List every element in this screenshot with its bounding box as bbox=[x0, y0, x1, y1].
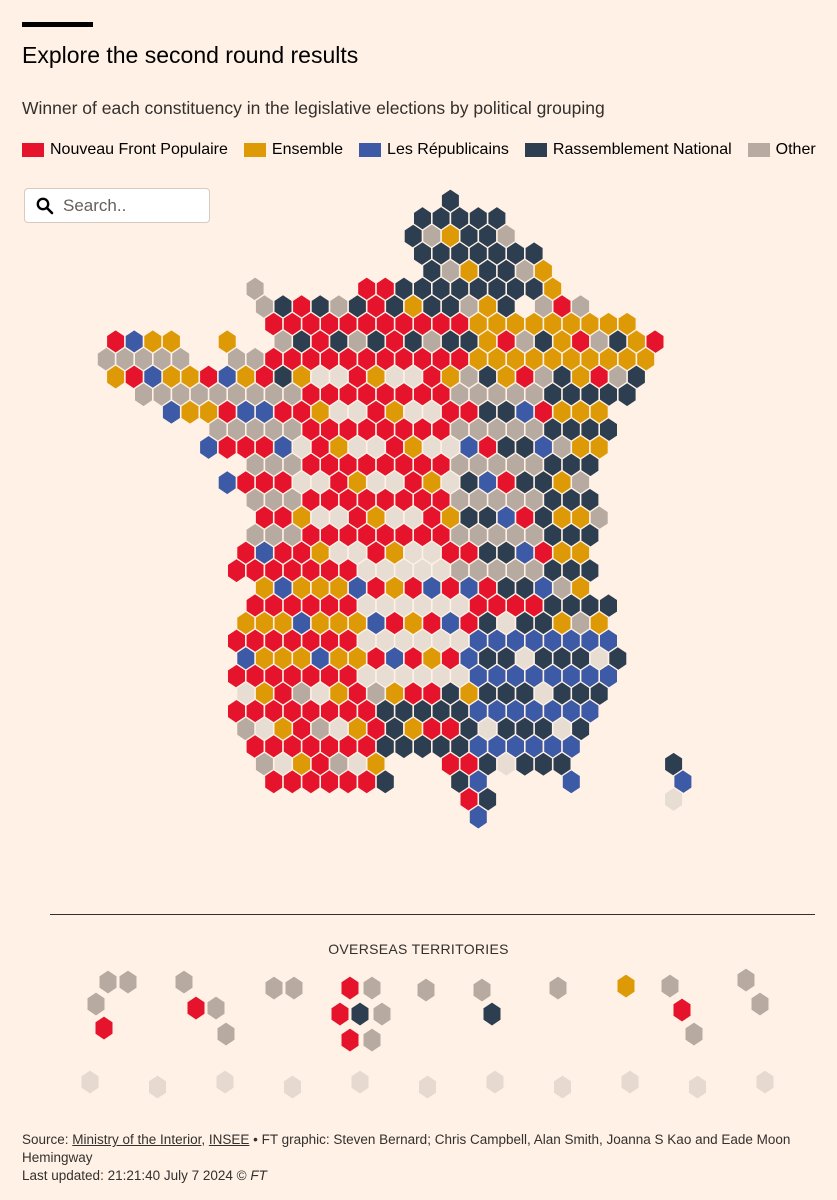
legend-swatch-rn bbox=[524, 143, 547, 157]
section-divider bbox=[50, 914, 815, 915]
constituency-hex[interactable] bbox=[663, 786, 684, 813]
overseas-territories-hexes bbox=[80, 966, 775, 1101]
overseas-constituency-hex[interactable] bbox=[482, 1000, 502, 1028]
overseas-constituency-hex[interactable] bbox=[736, 966, 756, 994]
overseas-pending-hex[interactable] bbox=[755, 1068, 775, 1096]
overseas-constituency-hex[interactable] bbox=[186, 994, 206, 1022]
overseas-pending-hex[interactable] bbox=[282, 1073, 303, 1101]
overseas-constituency-hex[interactable] bbox=[284, 974, 304, 1002]
search-icon bbox=[36, 197, 54, 214]
legend-swatch-ensemble bbox=[243, 143, 266, 157]
constituency-hex[interactable] bbox=[217, 469, 238, 496]
constituency-hex[interactable] bbox=[533, 751, 554, 778]
overseas-constituency-hex[interactable] bbox=[86, 990, 106, 1018]
legend-item-nfp: Nouveau Front Populaire bbox=[22, 141, 228, 159]
last-updated: Last updated: 21:21:40 July 7 2024 © bbox=[22, 1168, 251, 1183]
overseas-constituency-hex[interactable] bbox=[416, 976, 436, 1004]
overseas-constituency-hex[interactable] bbox=[174, 968, 194, 996]
legend-item-rn: Rassemblement National bbox=[524, 141, 732, 159]
constituency-hex[interactable] bbox=[319, 768, 340, 795]
overseas-pending-hex[interactable] bbox=[350, 1068, 370, 1096]
legend-label-ensemble: Ensemble bbox=[271, 141, 344, 158]
overseas-constituency-hex[interactable] bbox=[340, 974, 360, 1002]
overseas-pending-hex[interactable] bbox=[552, 1073, 573, 1101]
legend-item-other: Other bbox=[747, 141, 816, 159]
overseas-pending-hex[interactable] bbox=[147, 1073, 168, 1101]
legend: Nouveau Front Populaire Ensemble Les Rép… bbox=[22, 141, 816, 159]
overseas-pending-hex[interactable] bbox=[215, 1068, 235, 1096]
search-box[interactable] bbox=[24, 188, 210, 223]
overseas-constituency-hex[interactable] bbox=[362, 974, 382, 1002]
source-link-insee[interactable]: INSEE bbox=[208, 1132, 250, 1147]
legend-swatch-lr bbox=[359, 143, 382, 157]
constituency-hex[interactable] bbox=[105, 363, 126, 391]
legend-item-lr: Les Républicains bbox=[359, 141, 509, 159]
constituency-hex[interactable] bbox=[301, 768, 321, 795]
overseas-constituency-hex[interactable] bbox=[472, 976, 492, 1004]
legend-label-nfp: Nouveau Front Populaire bbox=[50, 141, 228, 158]
constituency-hex[interactable] bbox=[561, 768, 582, 795]
constituency-hex[interactable] bbox=[198, 434, 219, 461]
ft-mark: FT bbox=[250, 1168, 267, 1183]
constituency-hex[interactable] bbox=[394, 733, 414, 760]
overseas-constituency-hex[interactable] bbox=[684, 1020, 704, 1048]
source-link-ministry[interactable]: Ministry of the Interior bbox=[72, 1132, 202, 1147]
overseas-pending-hex[interactable] bbox=[485, 1068, 505, 1096]
legend-item-ensemble: Ensemble bbox=[243, 141, 344, 159]
credits-text: • FT graphic: Steven Bernard; Chris Camp… bbox=[22, 1132, 791, 1165]
constituency-hex[interactable] bbox=[356, 768, 377, 795]
overseas-constituency-hex[interactable] bbox=[616, 972, 636, 1000]
constituency-hex[interactable] bbox=[514, 751, 535, 778]
overseas-constituency-hex[interactable] bbox=[660, 972, 680, 1000]
constituency-hex[interactable] bbox=[338, 768, 358, 795]
overseas-constituency-hex[interactable] bbox=[264, 974, 284, 1002]
constituency-hex[interactable] bbox=[496, 751, 517, 778]
header-accent-bar bbox=[22, 22, 93, 27]
constituency-hex[interactable] bbox=[412, 733, 433, 760]
footer: Source: Ministry of the Interior, INSEE … bbox=[22, 1131, 822, 1185]
legend-swatch-other bbox=[747, 143, 770, 157]
overseas-constituency-hex[interactable] bbox=[672, 996, 692, 1024]
overseas-constituency-hex[interactable] bbox=[206, 994, 226, 1022]
legend-label-rn: Rassemblement National bbox=[552, 141, 732, 158]
constituency-hex[interactable] bbox=[180, 399, 200, 426]
overseas-constituency-hex[interactable] bbox=[362, 1026, 382, 1054]
overseas-constituency-hex[interactable] bbox=[548, 974, 568, 1002]
page-title: Explore the second round results bbox=[22, 42, 359, 68]
metropolitan-france-hexes bbox=[96, 187, 693, 831]
legend-label-lr: Les Républicains bbox=[387, 141, 509, 158]
source-label: Source: bbox=[22, 1132, 73, 1147]
overseas-pending-hex[interactable] bbox=[80, 1068, 100, 1096]
constituency-hex[interactable] bbox=[226, 557, 247, 584]
constituency-hex[interactable] bbox=[133, 381, 154, 408]
overseas-constituency-hex[interactable] bbox=[750, 990, 770, 1018]
overseas-constituency-hex[interactable] bbox=[118, 968, 138, 996]
legend-swatch-nfp bbox=[22, 143, 44, 157]
constituency-hex[interactable] bbox=[282, 768, 303, 795]
overseas-pending-hex[interactable] bbox=[687, 1073, 708, 1101]
overseas-constituency-hex[interactable] bbox=[350, 1000, 370, 1028]
page-subtitle: Winner of each constituency in the legis… bbox=[22, 98, 605, 118]
overseas-pending-hex[interactable] bbox=[620, 1068, 640, 1096]
constituency-hex[interactable] bbox=[468, 803, 489, 831]
overseas-constituency-hex[interactable] bbox=[372, 1000, 392, 1028]
overseas-constituency-hex[interactable] bbox=[330, 1000, 350, 1028]
constituency-hex[interactable] bbox=[217, 434, 238, 461]
overseas-territories-heading: OVERSEAS TERRITORIES bbox=[328, 941, 509, 957]
overseas-constituency-hex[interactable] bbox=[216, 1020, 236, 1048]
constituency-hex[interactable] bbox=[161, 399, 182, 426]
overseas-constituency-hex[interactable] bbox=[98, 968, 118, 996]
search-input[interactable] bbox=[63, 195, 193, 216]
overseas-constituency-hex[interactable] bbox=[94, 1014, 114, 1042]
overseas-pending-hex[interactable] bbox=[417, 1073, 438, 1101]
source-separator: , bbox=[201, 1132, 209, 1147]
legend-label-other: Other bbox=[775, 141, 816, 158]
constituency-hex[interactable] bbox=[617, 381, 637, 408]
constituency-hex[interactable] bbox=[375, 768, 396, 795]
constituency-hex[interactable] bbox=[263, 768, 284, 795]
overseas-constituency-hex[interactable] bbox=[340, 1026, 360, 1054]
